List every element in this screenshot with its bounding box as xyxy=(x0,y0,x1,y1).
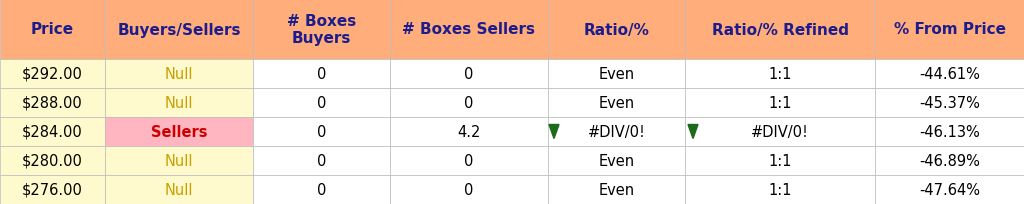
Text: # Boxes
Buyers: # Boxes Buyers xyxy=(287,14,356,46)
Text: -46.13%: -46.13% xyxy=(920,124,980,139)
Text: 0: 0 xyxy=(316,95,327,110)
Bar xyxy=(685,60,874,89)
Bar xyxy=(0,89,105,118)
Bar xyxy=(390,118,548,146)
Text: Ratio/%: Ratio/% xyxy=(584,22,649,37)
Bar xyxy=(253,146,390,175)
Bar xyxy=(105,60,253,89)
Bar xyxy=(874,175,1024,204)
Bar xyxy=(548,0,685,60)
Text: -47.64%: -47.64% xyxy=(919,182,980,197)
Bar xyxy=(874,0,1024,60)
Bar xyxy=(0,60,105,89)
Bar xyxy=(105,175,253,204)
Bar xyxy=(390,175,548,204)
Text: -44.61%: -44.61% xyxy=(920,67,980,82)
Bar xyxy=(685,89,874,118)
Bar xyxy=(390,146,548,175)
Text: 0: 0 xyxy=(464,67,474,82)
Bar xyxy=(105,118,253,146)
Bar xyxy=(253,89,390,118)
Text: Even: Even xyxy=(598,67,635,82)
Text: # Boxes Sellers: # Boxes Sellers xyxy=(402,22,536,37)
Bar xyxy=(685,146,874,175)
Bar xyxy=(253,60,390,89)
Text: Even: Even xyxy=(598,182,635,197)
Bar xyxy=(548,175,685,204)
Text: Price: Price xyxy=(31,22,74,37)
Bar xyxy=(0,175,105,204)
Text: #DIV/0!: #DIV/0! xyxy=(751,124,809,139)
Bar xyxy=(253,175,390,204)
Bar xyxy=(253,0,390,60)
Text: #DIV/0!: #DIV/0! xyxy=(588,124,645,139)
Text: $288.00: $288.00 xyxy=(23,95,83,110)
Text: 1:1: 1:1 xyxy=(768,153,792,168)
Bar xyxy=(253,118,390,146)
Text: 0: 0 xyxy=(316,124,327,139)
Bar xyxy=(390,89,548,118)
Bar xyxy=(685,118,874,146)
Bar xyxy=(0,0,105,60)
Polygon shape xyxy=(549,125,559,139)
Bar xyxy=(874,89,1024,118)
Polygon shape xyxy=(688,125,698,139)
Bar xyxy=(548,146,685,175)
Text: Even: Even xyxy=(598,153,635,168)
Bar xyxy=(685,0,874,60)
Text: 0: 0 xyxy=(464,182,474,197)
Text: Null: Null xyxy=(165,153,194,168)
Text: 4.2: 4.2 xyxy=(458,124,480,139)
Text: 0: 0 xyxy=(464,95,474,110)
Bar xyxy=(685,175,874,204)
Bar xyxy=(548,89,685,118)
Text: Sellers: Sellers xyxy=(151,124,207,139)
Bar xyxy=(0,118,105,146)
Text: 0: 0 xyxy=(316,153,327,168)
Bar xyxy=(874,60,1024,89)
Bar xyxy=(874,118,1024,146)
Bar xyxy=(105,89,253,118)
Text: $276.00: $276.00 xyxy=(23,182,83,197)
Text: Null: Null xyxy=(165,67,194,82)
Text: 0: 0 xyxy=(464,153,474,168)
Text: Null: Null xyxy=(165,95,194,110)
Text: -45.37%: -45.37% xyxy=(920,95,980,110)
Bar xyxy=(874,146,1024,175)
Text: Even: Even xyxy=(598,95,635,110)
Text: Null: Null xyxy=(165,182,194,197)
Bar xyxy=(0,146,105,175)
Text: -46.89%: -46.89% xyxy=(920,153,980,168)
Bar xyxy=(548,60,685,89)
Text: 0: 0 xyxy=(316,182,327,197)
Text: $292.00: $292.00 xyxy=(23,67,83,82)
Text: $280.00: $280.00 xyxy=(23,153,83,168)
Bar xyxy=(105,0,253,60)
Text: $284.00: $284.00 xyxy=(23,124,83,139)
Text: 1:1: 1:1 xyxy=(768,67,792,82)
Bar xyxy=(390,60,548,89)
Bar xyxy=(548,118,685,146)
Bar xyxy=(390,0,548,60)
Text: % From Price: % From Price xyxy=(894,22,1006,37)
Text: 1:1: 1:1 xyxy=(768,182,792,197)
Bar xyxy=(105,146,253,175)
Text: 0: 0 xyxy=(316,67,327,82)
Text: 1:1: 1:1 xyxy=(768,95,792,110)
Text: Buyers/Sellers: Buyers/Sellers xyxy=(118,22,241,37)
Text: Ratio/% Refined: Ratio/% Refined xyxy=(712,22,849,37)
